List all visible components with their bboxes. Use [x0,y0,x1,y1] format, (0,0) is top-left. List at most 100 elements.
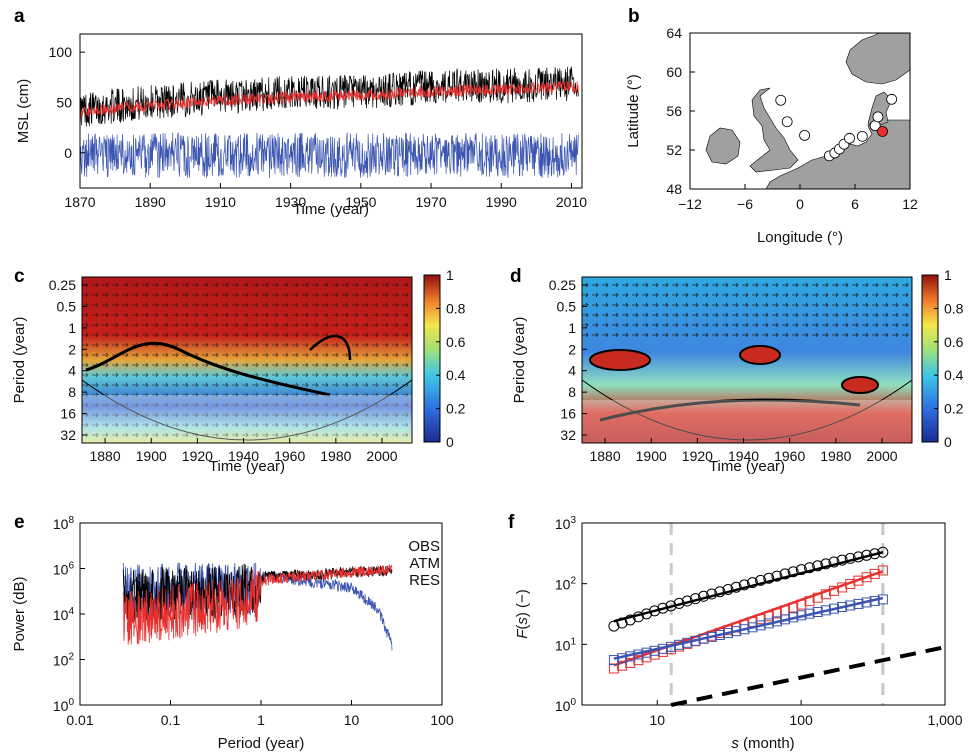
panel-c-frame [81,276,413,444]
legend-entry-obs: OBS [408,538,440,555]
panel-f-frame [581,522,946,706]
panel-f-series-3-marker [649,645,660,656]
panel-f-series-3-marker [714,629,725,640]
panel-a-xtick-label: 1910 [205,194,236,210]
panel-a-ytick-label: 0 [64,145,72,161]
panel-c-xtick-label: 1960 [274,448,305,464]
panel-e-ylabel: Power (dB) [11,576,28,651]
panel-b-ytick-label: 48 [666,181,682,197]
legend-entry-atm: ATM [409,555,440,572]
panel-d-xtick-label: 1900 [636,448,667,464]
panel-e-xlabel: Period (year) [218,735,305,752]
panel-f-series-2-marker [617,660,628,671]
panel-f-series-4-fit [670,645,946,707]
panel-d-ytick-label: 2 [568,341,576,357]
panel-f-series-1-marker [771,570,783,582]
panel-f-series-2-marker [861,572,872,583]
station-marker-13 [877,126,888,137]
panel-c-colorbar-label: 1 [446,267,454,283]
panel-f-series-1-marker [714,586,726,598]
panel-c-colorbar-label: 0 [446,434,454,450]
panel-f-series-3-marker [780,614,791,625]
panel-f-ytick-label: 101 [555,636,577,653]
panel-a-xtick-label: 1950 [345,194,376,210]
panel-c-colorbar-label: 0.8 [446,300,466,316]
panel-f-series-1-marker [877,546,889,558]
panel-c-ytick-label: 4 [68,363,76,379]
panel-f-ytick-label: 102 [555,576,577,593]
panel-a-xtick-label: 1870 [64,194,95,210]
panel-f-series-3-marker [755,620,766,631]
panel-d-xtick-label: 1980 [820,448,851,464]
panel-d-colorbar [921,274,939,443]
panel-e-ytick-label: 100 [53,697,75,714]
britain-land [749,87,799,173]
panel-f-series-3-marker [747,622,758,633]
station-marker-8 [844,132,855,144]
panel-d-label: d [510,266,522,287]
panel-f-series-3-marker [804,608,815,619]
panel-a-ytick-label: 100 [49,44,73,60]
panel-b-xtick-label: −6 [737,196,753,212]
panel-c-ytick-label: 1 [68,320,76,336]
panel-f-series-2-marker [812,592,823,603]
panel-f-series-2-marker [763,611,774,622]
panel-f-series-3-marker [690,635,701,646]
panel-f-series-3-marker [877,594,888,605]
panel-e-xtick-label: 0.1 [161,712,181,728]
panel-e-ytick-label: 108 [53,515,75,532]
panel-d-colorbar-label: 0 [944,434,952,450]
panel-b-xtick-label: 6 [851,196,859,212]
panel-f-series-1-marker [755,574,767,586]
panel-a-xlabel: Time (year) [293,201,369,218]
panel-b-ytick-label: 60 [666,64,682,80]
panel-f-series-1-marker [820,558,832,570]
panel-f-series-1-marker [608,620,620,632]
panel-d-ytick-label: 16 [560,406,576,422]
panel-f-series-1-marker [828,556,840,568]
panel-f-series-1-marker [738,579,750,591]
panel-f-series-2-marker [608,663,619,674]
panel-f-series-1-marker [706,588,718,600]
panel-f-series-3-marker [837,601,848,612]
panel-d-heatmap [581,277,913,443]
panel-f-series-1-marker [624,614,636,626]
panel-f-series-3-marker [682,637,693,648]
station-marker-11 [872,111,884,123]
panel-f-series-1-marker [673,597,685,609]
panel-d-xtick-label: 1940 [728,448,759,464]
panel-f-series-3-marker [869,595,880,606]
panel-e-ytick-label: 104 [53,606,75,623]
panel-f-series-2-marker [796,599,807,610]
panel-f-ylabel: F(s) (−) [514,589,531,639]
panel-f-series-3-marker [674,639,685,650]
panel-f-series-2-marker [771,608,782,619]
panel-f-series-1-fit [613,550,884,623]
panel-f-series-3-marker [723,628,734,639]
panel-a-series-3-line [80,132,579,178]
panel-f-xtick-label: 100 [789,712,813,728]
panel-e-ytick-label: 106 [53,561,75,578]
station-marker-12 [886,93,898,105]
panel-f-label: f [508,512,515,533]
panel-f-series-3-marker [617,653,628,664]
panel-f-series-3-marker [625,651,636,662]
panel-a: 1870 1890 1910 1930 1950 1970 1990 2010 0 50 100 [49,33,587,210]
panel-b: −12 −6 0 6 12 48 52 56 60 64 [666,25,918,212]
panel-f-series-1-marker [763,572,775,584]
panel-a-xtick-label: 1930 [275,194,306,210]
panel-f-series-1-marker [746,577,758,589]
panel-f-series-2-marker [877,565,888,576]
panel-b-ytick-label: 52 [666,142,682,158]
panel-d-xlabel: Time (year) [709,458,785,475]
panel-f-series-2-marker [633,655,644,666]
panel-e-xtick-label: 10 [344,712,360,728]
panel-d: 1880 1900 1920 1940 1960 1980 2000 0.25 0.5 1 2 4 8 1… [549,267,964,464]
panel-f-series-1-marker [844,552,856,564]
panel-a-ytick-label: 50 [56,94,72,110]
panel-d-colorbar-label: 0.4 [944,367,964,383]
panel-f-series-1-marker [836,554,848,566]
panel-a-xtick-label: 2010 [556,194,587,210]
panel-c-colorbar-label: 0.2 [446,401,466,417]
panel-d-xtick-label: 1880 [589,448,620,464]
